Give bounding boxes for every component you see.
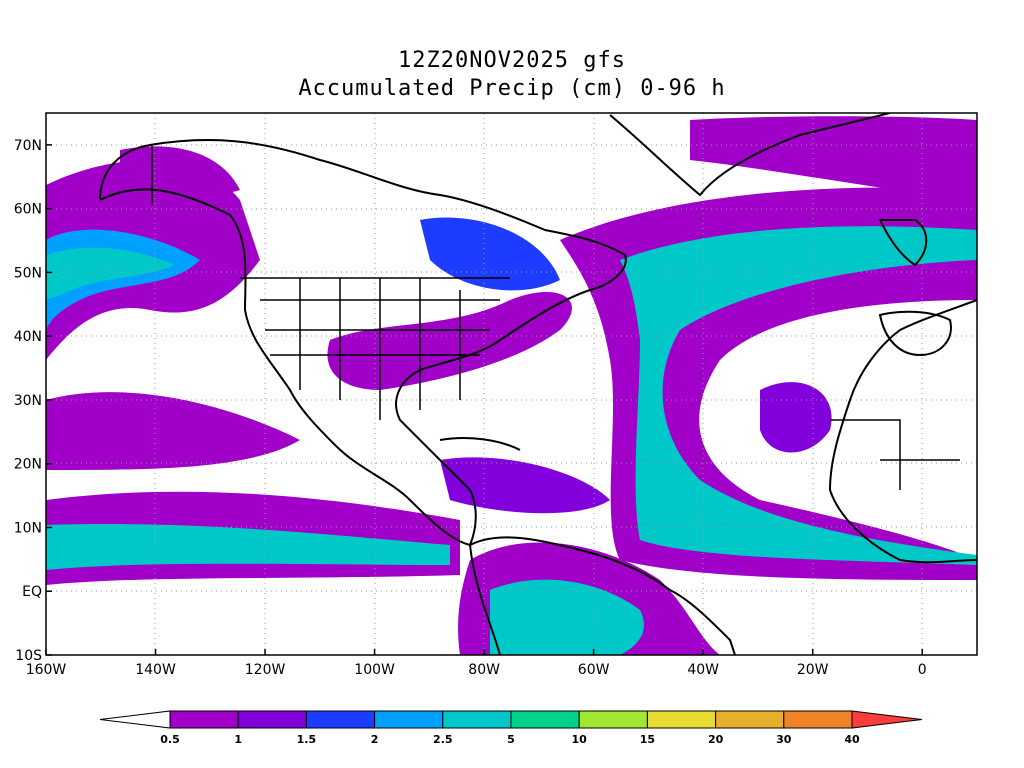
lat-tick-label: 40N [14, 329, 42, 345]
map-title-line1: 12Z20NOV2025 gfs [398, 48, 626, 73]
lat-tick-label: 20N [14, 457, 42, 473]
lat-tick-label: EQ [22, 584, 42, 600]
lat-tick-label: 60N [14, 202, 42, 218]
precip-region-pacific-south [46, 392, 300, 470]
lat-tick-label: 50N [14, 265, 42, 281]
colorbar-swatch [510, 710, 580, 729]
lon-tick-label: 40W [687, 662, 719, 678]
colorbar-level-label: 0.5 [160, 733, 180, 746]
political-borders [151, 145, 960, 490]
colorbar-level-label: 2.5 [433, 733, 453, 746]
colorbar-swatch [169, 710, 239, 729]
colorbar-level-label: 40 [844, 733, 860, 746]
coast-greenland [609, 113, 891, 197]
lon-tick-label: 100W [354, 662, 395, 678]
colorbar-swatch [442, 710, 512, 729]
precip-region-quebec [420, 217, 560, 291]
precip-region-east-us [327, 291, 572, 390]
plot-frame [45, 112, 978, 656]
precip-region-alaska-gulf [120, 146, 240, 195]
coast-south-america [469, 536, 736, 655]
colorbar-swatch [715, 710, 785, 729]
colorbar-swatch [237, 710, 307, 729]
lon-tick-label: 60W [578, 662, 610, 678]
precip-region-caribbean [440, 457, 610, 514]
colorbar-over-triangle [851, 710, 923, 729]
colorbar-level-label: 1.5 [297, 733, 317, 746]
precip-region-south-america-core [490, 579, 644, 655]
lat-tick-label: 70N [14, 138, 42, 154]
coast-cuba [439, 437, 521, 451]
precip-region-pacific-inner [46, 247, 175, 300]
precip-region-atlantic-core [620, 226, 977, 565]
colorbar-swatch [783, 710, 853, 729]
map-grid [46, 113, 977, 655]
colorbar-level-label: 30 [776, 733, 792, 746]
lat-tick-label: 10N [14, 520, 42, 536]
coast-british-isles [878, 219, 928, 267]
lon-tick-label: 80W [468, 662, 500, 678]
lon-tick-label: 0 [918, 662, 927, 678]
lat-tick-label: 30N [14, 393, 42, 409]
precip-region-itcz-core [46, 524, 450, 570]
coast-north-america [99, 139, 627, 547]
colorbar-level-label: 1 [234, 733, 242, 746]
lon-tick-label: 140W [135, 662, 176, 678]
colorbar-level-label: 10 [572, 733, 588, 746]
colorbar-level-label: 15 [640, 733, 655, 746]
colorbar-level-label: 2 [371, 733, 379, 746]
colorbar-under-triangle [99, 710, 171, 729]
precip-region-north-atlantic [690, 116, 977, 200]
coast-africa-europe [828, 299, 977, 564]
colorbar-swatch [305, 710, 376, 729]
coastlines [99, 113, 977, 655]
longitude-axis: 160W 140W 120W 100W 80W 60W 40W 20W 0 [26, 649, 927, 678]
colorbar-swatch [374, 710, 444, 729]
colorbar-swatch [578, 710, 648, 729]
lat-tick-label: 10S [15, 648, 42, 664]
precip-field [46, 116, 977, 655]
colorbar-swatch [646, 710, 717, 729]
coast-iberia [878, 310, 952, 357]
latitude-axis: 70N 60N 50N 40N 30N 20N 10N EQ 10S [14, 138, 52, 664]
lon-tick-label: 160W [26, 662, 67, 678]
colorbar-level-label: 20 [708, 733, 724, 746]
colorbar-level-label: 5 [507, 733, 515, 746]
colorbar: 0.5 1 1.5 2 2.5 5 10 15 20 30 40 [99, 710, 923, 746]
lon-tick-label: 20W [797, 662, 829, 678]
precip-region-mid-atlantic [760, 382, 832, 453]
lon-tick-label: 120W [245, 662, 286, 678]
map-title-line2: Accumulated Precip (cm) 0-96 h [298, 76, 726, 101]
